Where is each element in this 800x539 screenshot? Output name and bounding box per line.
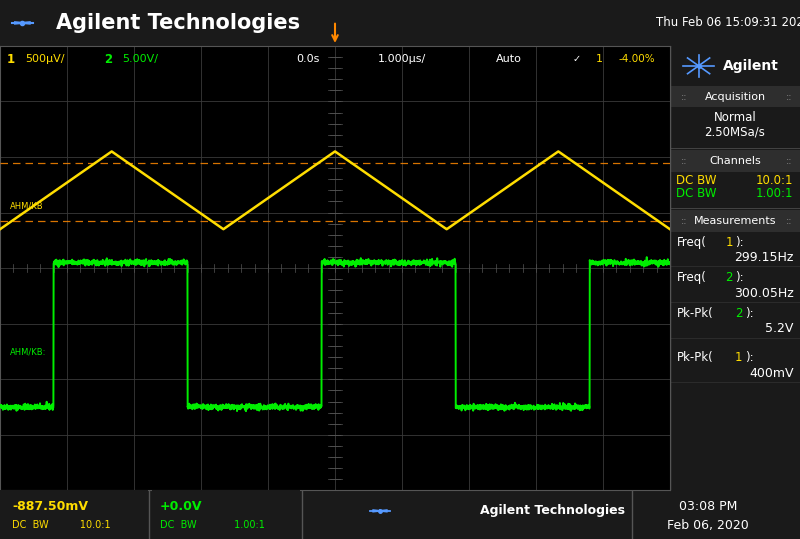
Bar [670,210,800,232]
Text: Agilent Technologies: Agilent Technologies [56,13,300,33]
Text: -887.50mV: -887.50mV [12,500,88,513]
Text: ::: :: [680,92,687,102]
Text: Channels: Channels [709,156,761,167]
Text: Freq(: Freq( [677,272,706,285]
Text: 299.15Hz: 299.15Hz [734,251,794,264]
Bar [670,150,800,171]
Text: 03:08 PM: 03:08 PM [679,500,737,513]
Text: Pk-Pk(: Pk-Pk( [677,351,714,364]
Text: ::: :: [786,92,793,102]
Bar [0,490,148,539]
Text: 1: 1 [735,351,742,364]
Text: 300.05Hz: 300.05Hz [734,287,794,300]
Text: Feb 06, 2020: Feb 06, 2020 [667,519,749,532]
Text: 1: 1 [726,236,733,249]
Text: Freq(: Freq( [677,236,706,249]
Text: 2: 2 [735,307,742,320]
Text: 1.00:1: 1.00:1 [756,187,794,200]
Text: DC BW: DC BW [677,187,717,200]
Text: -4.00%: -4.00% [618,54,655,64]
Text: DC BW: DC BW [677,174,717,187]
Text: Agilent: Agilent [722,59,778,73]
Text: ):: ): [735,236,744,249]
Text: 2: 2 [726,272,733,285]
Text: ::: :: [680,217,687,226]
Text: 1: 1 [6,53,15,66]
Text: Auto: Auto [496,54,522,64]
Text: ✓: ✓ [572,54,580,64]
Text: Acquisition: Acquisition [705,92,766,102]
Text: Normal: Normal [714,112,756,125]
Text: 400mV: 400mV [749,367,794,379]
Text: Thu Feb 06 15:09:31 2020: Thu Feb 06 15:09:31 2020 [656,16,800,30]
Text: ::: :: [786,217,793,226]
Text: ::: :: [786,156,793,167]
Text: AHM/KB: AHM/KB [10,202,44,210]
Text: 5.00V/: 5.00V/ [122,54,158,64]
Text: ):: ): [745,307,754,320]
Text: +0.0V: +0.0V [160,500,202,513]
Text: 1: 1 [596,54,603,64]
Bar [670,86,800,107]
Text: 2: 2 [104,53,112,66]
Text: Agilent Technologies: Agilent Technologies [480,505,625,517]
Text: ):: ): [745,351,754,364]
Bar [152,490,300,539]
Text: ):: ): [735,272,744,285]
Text: Measurements: Measurements [694,217,776,226]
Text: ::: :: [680,156,687,167]
Text: 2.50MSa/s: 2.50MSa/s [705,126,766,139]
Text: DC  BW            1.00:1: DC BW 1.00:1 [160,521,265,530]
Text: 1.000μs/: 1.000μs/ [378,54,426,64]
Text: 500μV/: 500μV/ [26,54,65,64]
Text: AHM/KB:: AHM/KB: [10,347,46,356]
Text: Pk-Pk(: Pk-Pk( [677,307,714,320]
Text: 10.0:1: 10.0:1 [756,174,794,187]
Text: DC  BW          10.0:1: DC BW 10.0:1 [12,521,110,530]
Text: 0.0s: 0.0s [297,54,320,64]
Text: 5.2V: 5.2V [765,322,794,335]
